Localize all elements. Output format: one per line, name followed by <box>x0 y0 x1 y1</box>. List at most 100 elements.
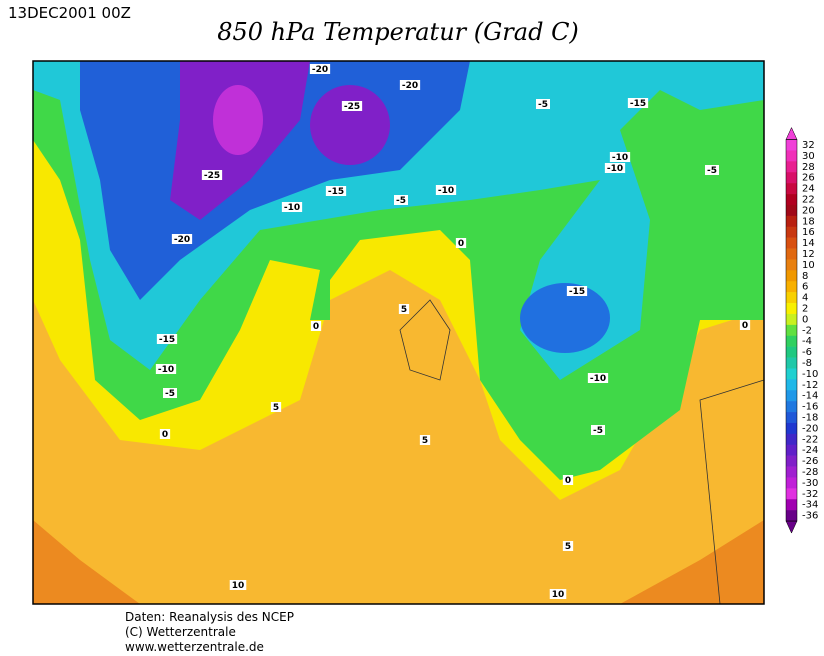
colorbar-segment <box>786 379 797 391</box>
contour-label: 5 <box>422 436 428 446</box>
contour-label: 0 <box>313 322 319 332</box>
colorbar-segment <box>786 444 797 456</box>
contour-label: -10 <box>607 164 623 174</box>
contour-label: -10 <box>284 203 300 213</box>
colorbar-segment <box>786 455 797 467</box>
label-box <box>163 388 177 398</box>
colorbar-segment <box>786 172 797 184</box>
contour-label: -15 <box>328 187 344 197</box>
label-box <box>566 286 588 296</box>
contour-label: -15 <box>569 287 585 297</box>
footer-line: www.wetterzentrale.de <box>125 640 264 654</box>
footer-line: (C) Wetterzentrale <box>125 625 236 639</box>
colorbar-label: 10 <box>802 260 815 271</box>
contour-label: -5 <box>396 196 406 206</box>
colorbar-label: -28 <box>802 467 818 478</box>
colorbar-segment <box>786 510 797 522</box>
label-box <box>562 475 574 485</box>
contour-label: 0 <box>742 321 748 331</box>
label-box <box>587 373 609 383</box>
colorbar-segment <box>786 324 797 337</box>
colorbar-label: -18 <box>802 413 818 424</box>
colorbar-frame <box>785 139 798 522</box>
map-frame <box>32 60 765 605</box>
label-box <box>591 425 605 435</box>
contour-label: -20 <box>402 81 418 91</box>
contour-label: -10 <box>590 374 606 384</box>
colorbar-segment <box>786 139 797 151</box>
colorbar-label: 0 <box>802 314 808 325</box>
label-box <box>341 101 363 111</box>
label-box <box>309 64 331 74</box>
label-box <box>419 435 431 445</box>
contour-label: -20 <box>174 235 190 245</box>
contour-label: -10 <box>438 186 454 196</box>
label-box <box>159 429 171 439</box>
colorbar-label: 4 <box>802 293 808 304</box>
colorbar-label: 16 <box>802 227 815 238</box>
contour-label: -10 <box>158 365 174 375</box>
label-box <box>201 170 223 180</box>
label-box <box>536 99 550 109</box>
colorbar-label: -4 <box>802 336 812 347</box>
colorbar-segment <box>786 401 797 413</box>
contour-label: 0 <box>458 239 464 249</box>
colorbar-segment <box>786 259 797 271</box>
colorbar-label: -36 <box>802 511 818 522</box>
colorbar-segment <box>786 488 797 500</box>
label-box <box>270 402 282 412</box>
label-box <box>325 186 347 196</box>
colorbar-label: -6 <box>802 347 812 358</box>
map-area <box>32 60 765 605</box>
label-box <box>562 541 574 551</box>
colorbar-segment <box>786 215 797 228</box>
contour-label: 5 <box>565 542 571 552</box>
colorbar-segment <box>786 237 797 249</box>
label-box <box>739 320 751 330</box>
colorbar-segment <box>786 499 797 511</box>
colorbar-segment <box>786 292 797 304</box>
colorbar-label: 18 <box>802 216 815 227</box>
label-box <box>435 185 457 195</box>
label-box <box>156 334 178 344</box>
colorbar-label: 14 <box>802 238 815 249</box>
label-box <box>394 195 408 205</box>
colorbar-label: -24 <box>802 445 818 456</box>
label-box <box>609 152 631 162</box>
date-label: 13DEC2001 00Z <box>8 4 131 22</box>
contour-label: 0 <box>565 476 571 486</box>
colorbar-segment <box>786 204 797 217</box>
colorbar-cap <box>785 520 798 534</box>
colorbar-label: 26 <box>802 173 815 184</box>
label-box <box>705 165 719 175</box>
colorbar-segment <box>786 281 797 293</box>
label-box <box>229 580 247 590</box>
colorbar-label: 30 <box>802 151 815 162</box>
colorbar-label: 28 <box>802 162 815 173</box>
label-box <box>549 589 567 599</box>
cold-core <box>520 283 610 353</box>
map-title: 850 hPa Temperatur (Grad C) <box>217 18 579 46</box>
colorbar-label: -20 <box>802 423 818 434</box>
colorbar-segment <box>786 357 797 369</box>
label-box <box>155 364 177 374</box>
contour-label: -5 <box>707 166 717 176</box>
colorbar-label: 12 <box>802 249 815 260</box>
colorbar-segment <box>786 226 797 238</box>
colorbar-segment <box>786 270 797 282</box>
contour-label: -5 <box>165 389 175 399</box>
colorbar-segment <box>786 466 797 478</box>
label-box <box>399 80 421 90</box>
arctic-core <box>310 85 390 165</box>
colorbar-label: -8 <box>802 358 812 369</box>
contour-label: 5 <box>401 305 407 315</box>
contour-label: -5 <box>593 426 603 436</box>
contour-label: -25 <box>344 102 360 112</box>
colorbar-segment <box>786 183 797 195</box>
colorbar-segment <box>786 194 797 206</box>
colorbar-label: -16 <box>802 402 818 413</box>
colorbar-segment <box>786 303 797 315</box>
contour-label: -10 <box>612 153 628 163</box>
